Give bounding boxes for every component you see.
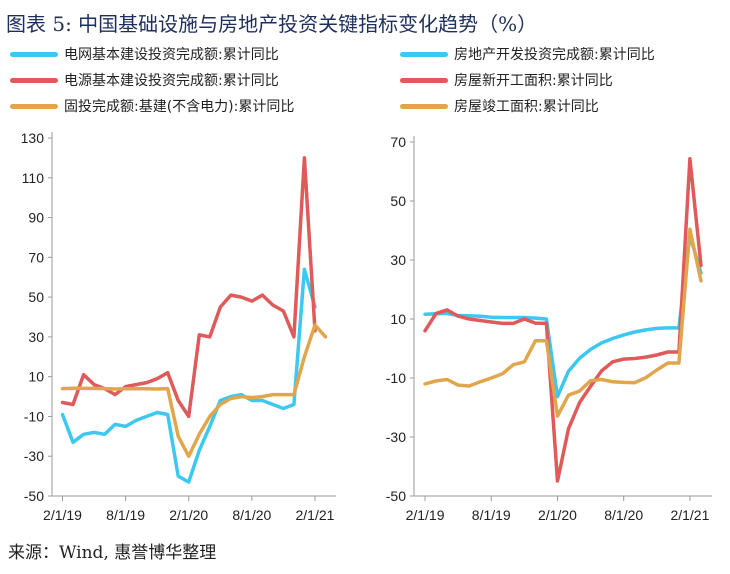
y-tick-label-left: 10 <box>28 369 44 385</box>
legend-label: 电源基本建设投资完成额:累计同比 <box>64 73 279 89</box>
y-tick-label-left: -30 <box>24 448 44 464</box>
legend-item-right-0: 房地产开发投资完成额:累计同比 <box>400 44 655 64</box>
figure-title: 图表 5: 中国基础设施与房地产投资关键指标变化趋势（%） <box>6 12 538 36</box>
x-tick-label-right: 8/1/19 <box>472 507 511 523</box>
x-tick-label-right: 2/1/21 <box>670 507 709 523</box>
y-tick-label-right: -10 <box>386 370 406 386</box>
y-tick-label-right: 50 <box>390 193 406 209</box>
legend-swatch-red <box>400 77 448 83</box>
legend-label: 房地产开发投资完成额:累计同比 <box>454 47 655 63</box>
legend-swatch-blue <box>10 51 58 57</box>
y-tick-label-left: 130 <box>21 130 45 146</box>
y-tick-label-left: 50 <box>28 289 44 305</box>
y-tick-label-left: -10 <box>24 408 44 424</box>
y-tick-label-left: -50 <box>24 488 44 504</box>
x-tick-label-left: 2/1/20 <box>169 507 208 523</box>
y-tick-label-left: 70 <box>28 249 44 265</box>
legend-item-left-2: 固投完成额:基建(不含电力):累计同比 <box>10 96 294 116</box>
legend-label: 电网基本建设投资完成额:累计同比 <box>64 47 279 63</box>
x-tick-label-left: 8/1/20 <box>232 507 271 523</box>
x-tick-label-left: 2/1/21 <box>295 507 334 523</box>
x-tick-label-right: 8/1/20 <box>604 507 643 523</box>
y-tick-label-right: -30 <box>386 429 406 445</box>
y-tick-label-left: 90 <box>28 210 44 226</box>
y-tick-label-right: -50 <box>386 488 406 504</box>
series-line-right-red <box>423 157 703 483</box>
legend-label: 房屋新开工面积:累计同比 <box>454 73 613 89</box>
legend-item-left-1: 电源基本建设投资完成额:累计同比 <box>10 70 279 90</box>
y-tick-label-right: 30 <box>390 252 406 268</box>
legend-swatch-blue <box>400 51 448 57</box>
x-tick-label-left: 8/1/19 <box>106 507 145 523</box>
series-line-right-blue <box>423 233 703 399</box>
legend-item-right-1: 房屋新开工面积:累计同比 <box>400 70 613 90</box>
x-tick-label-right: 2/1/19 <box>406 507 445 523</box>
x-tick-label-left: 2/1/19 <box>43 507 82 523</box>
series-line-left-gold <box>60 323 328 458</box>
legend-swatch-red <box>10 77 58 83</box>
legend-label: 房屋竣工面积:累计同比 <box>454 99 599 115</box>
series-line-right-gold <box>423 227 703 418</box>
legend-swatch-gold <box>400 103 448 109</box>
series-line-left-red <box>60 156 317 419</box>
y-tick-label-right: 10 <box>390 311 406 327</box>
source-note: 来源：Wind, 惠誉博华整理 <box>8 543 217 563</box>
legend-item-left-0: 电网基本建设投资完成额:累计同比 <box>10 44 279 64</box>
series-line-left-blue <box>60 267 317 484</box>
y-tick-label-left: 30 <box>28 329 44 345</box>
x-tick-label-right: 2/1/20 <box>538 507 577 523</box>
legend-item-right-2: 房屋竣工面积:累计同比 <box>400 96 599 116</box>
legend-swatch-gold <box>10 103 58 109</box>
y-tick-label-right: 70 <box>390 134 406 150</box>
legend-label: 固投完成额:基建(不含电力):累计同比 <box>64 99 295 115</box>
y-tick-label-left: 110 <box>22 170 45 186</box>
